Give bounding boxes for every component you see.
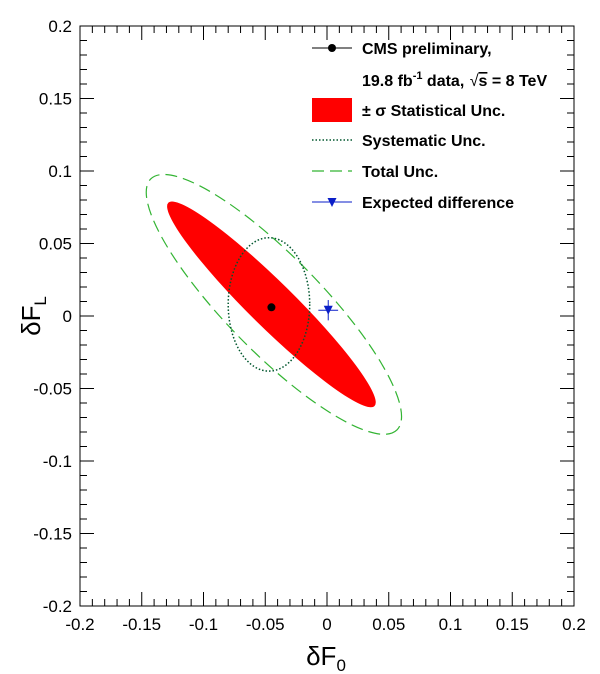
x-tick-label: 0.1 (439, 615, 463, 634)
x-tick-label: -0.15 (122, 615, 161, 634)
legend-data-word: data, (422, 73, 468, 90)
points-layer (267, 300, 339, 321)
y-axis-title-main: δF (16, 306, 46, 336)
legend-sqrt-s: s (478, 73, 487, 90)
x-tick-label: -0.1 (189, 615, 218, 634)
x-tick-label: 0 (322, 615, 331, 634)
legend-measured-marker (312, 44, 352, 52)
expected-point (318, 300, 339, 321)
x-axis-title-main: δF (306, 641, 336, 671)
y-tick-label: 0 (63, 307, 72, 326)
legend-total-label: Total Unc. (362, 164, 438, 181)
y-axis-title: δFL (16, 296, 50, 336)
legend-lumi-exponent: -1 (413, 70, 423, 82)
legend: CMS preliminary, 19.8 fb-1 data, √s = 8 … (312, 41, 547, 212)
x-tick-label: -0.05 (246, 615, 285, 634)
legend-expected-marker (312, 198, 352, 207)
x-axis-title: δF0 (306, 641, 346, 674)
x-tick-label: -0.2 (65, 615, 94, 634)
legend-expected-label: Expected difference (362, 195, 514, 212)
y-tick-label: -0.1 (43, 452, 72, 471)
y-axis-title-sub: L (31, 296, 50, 305)
legend-measured-line2: 19.8 fb-1 data, √s = 8 TeV (362, 70, 547, 90)
legend-lumi-value: 19.8 fb (362, 73, 413, 90)
y-tick-label: 0.2 (48, 17, 72, 36)
legend-stat-swatch (312, 98, 352, 122)
systematic-uncertainty-ellipse (227, 236, 311, 372)
ticks-layer: -0.2 -0.15 -0.1 -0.05 0 0.05 0.1 0.15 0.2 -0.2 -0.… (33, 17, 586, 634)
legend-sqrt-symbol: √ (470, 73, 479, 90)
x-tick-label: 0.2 (562, 615, 586, 634)
x-axis-title-sub: 0 (336, 656, 345, 674)
total-uncertainty-ellipse (145, 173, 403, 435)
y-tick-label: -0.2 (43, 597, 72, 616)
y-tick-label: -0.05 (33, 380, 72, 399)
legend-syst-label: Systematic Unc. (362, 133, 486, 150)
y-tick-label: 0.1 (48, 162, 72, 181)
x-tick-label: 0.15 (496, 615, 529, 634)
y-tick-label: -0.15 (33, 525, 72, 544)
x-tick-label: 0.05 (372, 615, 405, 634)
measured-point (267, 303, 276, 312)
legend-measured-line1: CMS preliminary, (362, 41, 492, 58)
y-tick-label: 0.15 (39, 90, 72, 109)
legend-energy: = 8 TeV (487, 73, 547, 90)
legend-stat-label: ± σ Statistical Unc. (362, 103, 505, 120)
expected-point-marker (323, 305, 333, 315)
y-tick-label: 0.05 (39, 235, 72, 254)
